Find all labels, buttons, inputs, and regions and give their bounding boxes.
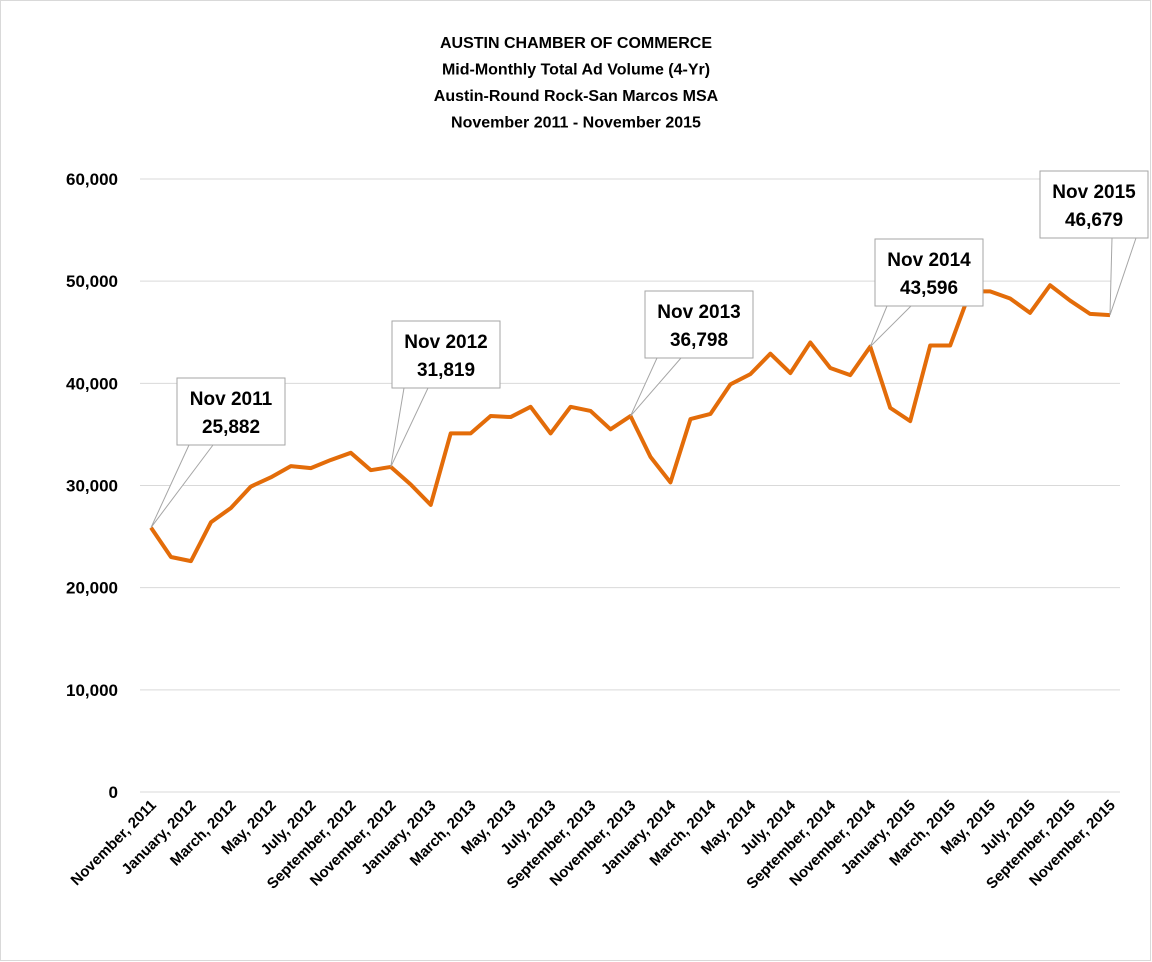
y-tick-label: 50,000 [66,272,118,291]
data-label: 46,679 [1065,210,1123,231]
chart-title: November 2011 - November 2015 [451,115,701,132]
callout-pointer [150,444,214,528]
callout-pointer [869,305,912,347]
callout-pointer [390,387,429,468]
y-tick-label: 0 [109,783,118,802]
callout-title: Nov 2012 [404,332,487,353]
callout-pointer [1109,237,1137,316]
chart-title: Mid-Monthly Total Ad Volume (4-Yr) [442,62,710,79]
data-label: 25,882 [202,417,260,438]
callout-box [1039,170,1149,239]
callout-title: Nov 2011 [190,389,273,410]
callout-title: Nov 2015 [1052,182,1136,203]
y-tick-label: 10,000 [66,681,118,700]
callout-title: Nov 2014 [887,250,971,271]
callout-pointer [630,357,682,417]
callout-title: Nov 2013 [657,302,740,323]
callout-box [391,320,501,389]
y-tick-label: 60,000 [66,170,118,189]
chart-title: AUSTIN CHAMBER OF COMMERCE [440,35,712,52]
data-label: 43,596 [900,278,958,299]
data-label: 31,819 [417,360,475,381]
chart-title: Austin-Round Rock-San Marcos MSA [434,88,719,105]
y-tick-label: 40,000 [66,374,118,393]
data-label: 36,798 [670,330,728,351]
callout-box [176,377,286,446]
y-tick-label: 20,000 [66,579,118,598]
y-tick-label: 30,000 [66,477,118,496]
callout-box [874,238,984,307]
callout-box [644,290,754,359]
